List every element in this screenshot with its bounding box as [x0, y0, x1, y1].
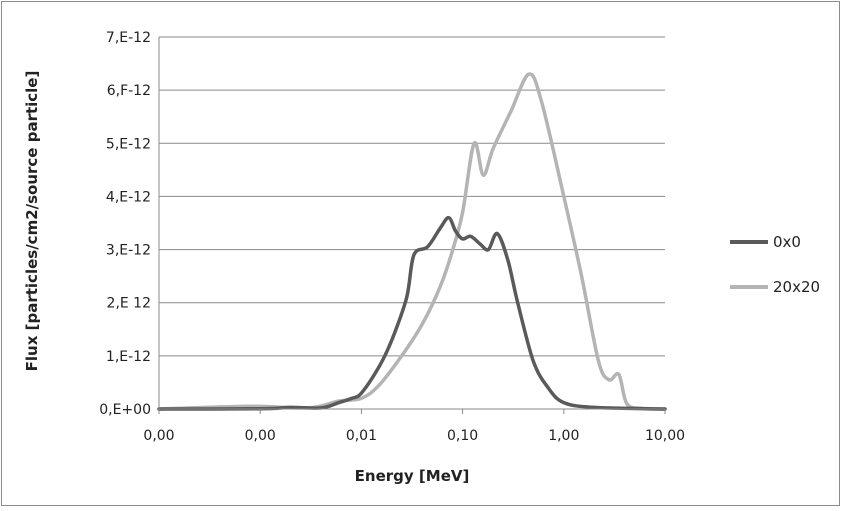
x-axis-title: Energy [MeV]	[355, 467, 470, 485]
x-tick-label: 0,10	[447, 428, 478, 444]
x-tick-label: 0,01	[346, 428, 377, 444]
axes: 0,E+00 1,E-12 2,E 12 3,E-12 4,E-12 5,E-12 6,F-…	[99, 30, 685, 444]
y-tick-label: 5,E-12	[106, 136, 151, 152]
y-tick-label: 6,F-12	[107, 83, 151, 99]
y-tick-label: 3,E-12	[106, 243, 151, 259]
series-line-20x20	[157, 72, 667, 411]
series-line-0x0	[157, 215, 667, 411]
series-lines	[157, 72, 667, 411]
x-tick-label: 1,00	[548, 428, 579, 444]
y-tick-label: 2,E 12	[107, 296, 151, 312]
y-axis-title: Flux [particles/cm2/source particle]	[23, 71, 41, 372]
y-tick-label: 4,E-12	[106, 189, 151, 205]
y-tick-label: 7,E-12	[106, 30, 151, 46]
x-tick-label: 0,00	[245, 428, 276, 444]
legend-label-20x20: 20x20	[773, 278, 820, 296]
y-tick-label: 0,E+00	[99, 402, 151, 418]
x-tick-label: 0,00	[143, 428, 174, 444]
legend-label-0x0: 0x0	[773, 233, 801, 251]
legend: 0x0 20x20	[730, 233, 820, 296]
gridlines	[159, 36, 665, 357]
y-tick-label: 1,E-12	[106, 349, 151, 365]
x-tick-label: 10,00	[645, 428, 685, 444]
